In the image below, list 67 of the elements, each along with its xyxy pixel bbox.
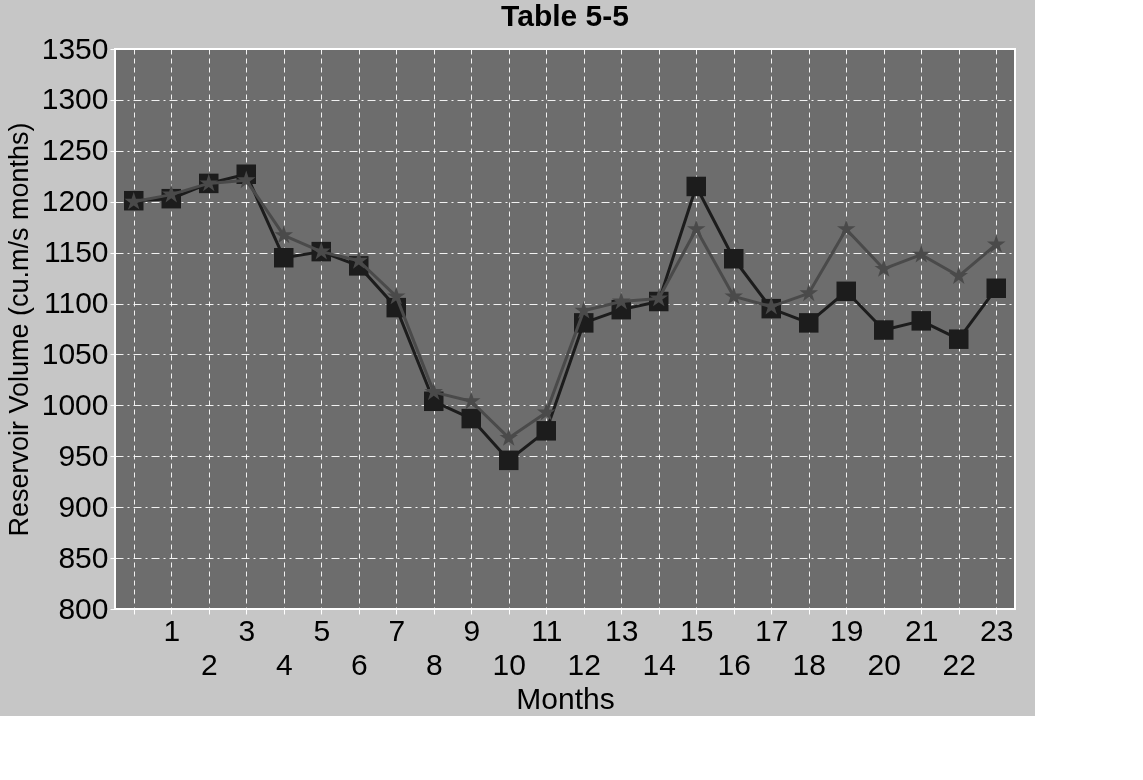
x-tick-label: 8: [425, 647, 443, 681]
y-tick-label: 1100: [43, 286, 109, 320]
x-tick-label: 20: [867, 647, 901, 681]
y-tick-label: 900: [58, 489, 109, 523]
x-tick-label: 16: [717, 647, 751, 681]
x-tick-label: 13: [605, 613, 639, 647]
point: [724, 249, 744, 269]
point: [424, 382, 444, 401]
x-tick-label: 2: [200, 647, 218, 681]
y-tick-label: 800: [58, 591, 109, 625]
point: [799, 313, 819, 333]
point: [386, 286, 406, 305]
point: [874, 320, 894, 340]
point: [611, 291, 631, 310]
point: [836, 281, 856, 302]
point: [274, 225, 294, 244]
point: [911, 311, 931, 331]
point: [949, 266, 969, 284]
x-tick-label: 10: [492, 647, 526, 681]
y-tick-label: 1250: [41, 133, 109, 167]
x-tick-label: 1: [163, 613, 181, 647]
x-tick-label: 6: [350, 647, 368, 681]
x-tick-label: 19: [830, 613, 864, 647]
x-tick-label: 4: [275, 647, 293, 681]
point: [536, 421, 556, 441]
x-tick-label: 21: [905, 613, 939, 647]
point: [986, 234, 1006, 253]
point: [349, 251, 369, 269]
point: [686, 176, 706, 197]
y-tick-label: 1200: [41, 184, 109, 218]
x-tick-label: 7: [388, 613, 406, 647]
point: [836, 219, 856, 238]
point: [949, 329, 969, 349]
x-tick-label: 12: [567, 647, 601, 681]
x-tick-label: 17: [755, 613, 789, 647]
y-tick-label: 1150: [43, 235, 109, 269]
point: [911, 244, 931, 263]
y-tick-label: 950: [58, 438, 109, 472]
x-tick-label: 5: [313, 613, 331, 647]
point: [799, 283, 819, 302]
x-tick-label: 9: [463, 613, 481, 647]
y-tick-label: 850: [58, 540, 109, 574]
point: [274, 247, 294, 268]
x-tick-label: 11: [531, 613, 563, 647]
x-tick-label: 15: [680, 613, 714, 647]
x-tick-label: 14: [642, 647, 676, 681]
point: [236, 170, 256, 189]
y-tick-label: 1050: [41, 336, 109, 370]
point: [986, 278, 1006, 299]
y-axis-title: Reservoir Volume (cu.m/s months): [3, 122, 34, 537]
y-tick-label: 1350: [41, 31, 109, 65]
x-tick-label: 18: [792, 647, 826, 681]
x-tick-label: 3: [238, 613, 256, 647]
point: [724, 286, 744, 305]
point: [536, 402, 556, 421]
x-axis-title: Months: [516, 681, 615, 715]
point: [499, 428, 519, 446]
point: [499, 450, 519, 471]
x-tick-label: 22: [942, 647, 976, 681]
point: [161, 184, 181, 203]
point: [461, 408, 481, 429]
x-tick-label: 23: [980, 613, 1014, 647]
y-tick-label: 1300: [41, 82, 109, 116]
y-tick-label: 1000: [41, 387, 109, 421]
point: [649, 288, 669, 307]
point: [686, 219, 706, 238]
chart-title: Table 5-5: [501, 0, 629, 32]
